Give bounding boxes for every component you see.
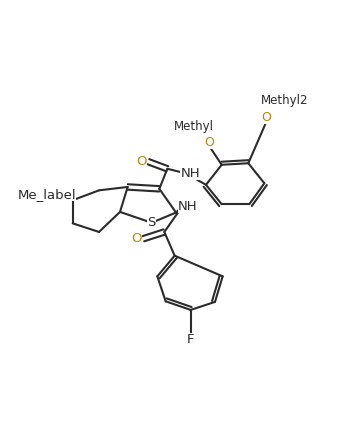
Text: O: O <box>262 111 272 124</box>
Text: NH: NH <box>178 200 197 213</box>
Text: NH: NH <box>180 167 200 180</box>
Text: O: O <box>136 155 147 168</box>
Text: Methyl: Methyl <box>174 120 214 133</box>
Text: Methyl2: Methyl2 <box>261 94 309 107</box>
Text: Me_label: Me_label <box>17 189 76 201</box>
Text: O: O <box>131 232 142 245</box>
Text: S: S <box>147 216 156 229</box>
Text: O: O <box>204 136 214 149</box>
Text: F: F <box>187 333 195 346</box>
